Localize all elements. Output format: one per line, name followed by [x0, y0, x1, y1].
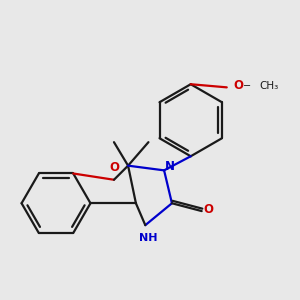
- Text: O: O: [234, 79, 244, 92]
- Text: O: O: [204, 203, 214, 216]
- Text: NH: NH: [139, 233, 158, 243]
- Text: CH₃: CH₃: [260, 81, 279, 91]
- Text: N: N: [165, 160, 176, 173]
- Text: O: O: [109, 161, 119, 174]
- Text: −: −: [243, 81, 251, 91]
